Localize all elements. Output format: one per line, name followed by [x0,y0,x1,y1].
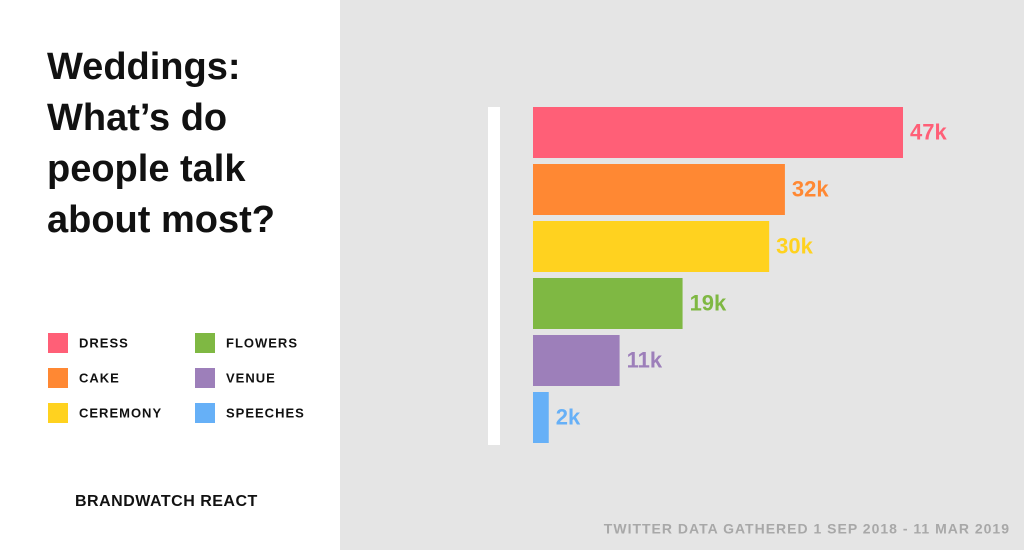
value-label: 2k [556,404,581,429]
legend-label: CEREMONY [79,405,162,420]
legend-label: VENUE [226,370,276,385]
legend-label: DRESS [79,335,129,350]
legend-swatch [195,403,215,423]
bar [533,164,785,215]
bar [533,221,770,272]
value-label: 32k [792,176,829,201]
value-label: 11k [627,347,663,372]
bar [533,278,683,329]
legend-swatch [195,333,215,353]
bar [533,107,903,158]
brand: BRANDWATCH REACT [75,493,258,510]
legend-swatch [48,333,68,353]
legend-label: SPEECHES [226,405,305,420]
legend-label: FLOWERS [226,335,298,350]
bar [533,335,620,386]
bar [533,392,549,443]
value-label: 47k [910,119,947,144]
legend-swatch [48,368,68,388]
chart-panel [340,0,1024,550]
value-label: 30k [776,233,813,258]
value-label: 19k [690,290,727,315]
note: TWITTER DATA GATHERED 1 SEP 2018 - 11 MA… [604,521,1010,537]
chart-title: Weddings: What’s do people talk about mo… [47,46,275,241]
axis-bar [488,107,500,445]
legend-label: CAKE [79,370,120,385]
legend-swatch [195,368,215,388]
legend-swatch [48,403,68,423]
